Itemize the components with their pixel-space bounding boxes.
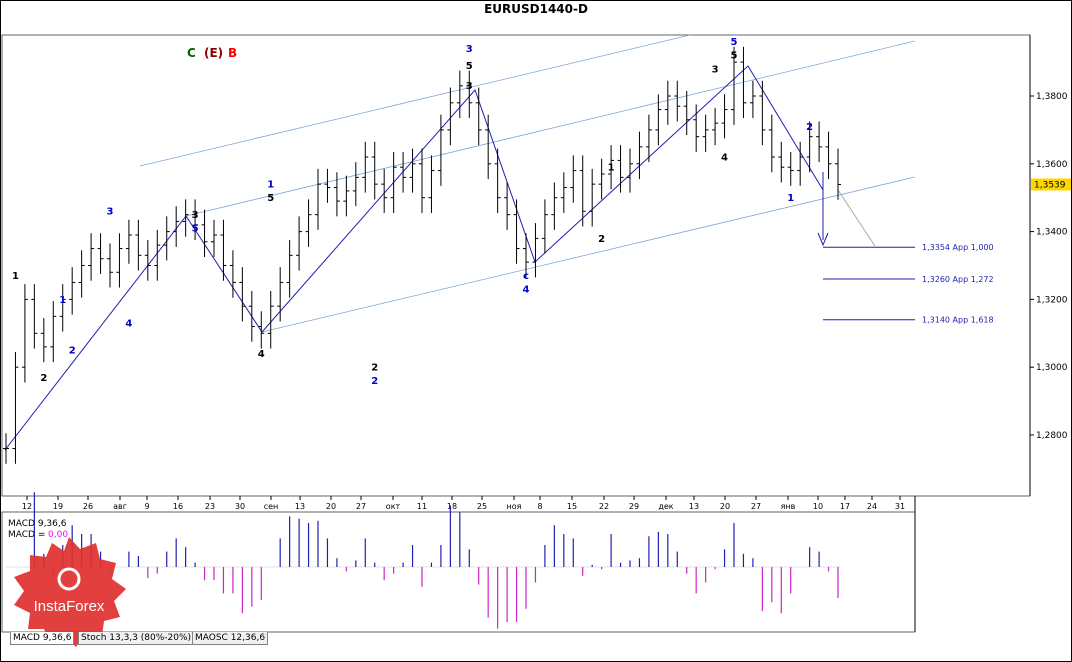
macd-value: 0,00	[48, 530, 68, 540]
price-tick-label: 1,3600	[1036, 160, 1068, 170]
date-tick-label: окт	[386, 502, 401, 511]
wave-label: 2	[69, 346, 76, 357]
wave-label: 4	[125, 319, 132, 330]
date-tick-label: 24	[867, 502, 877, 511]
tab-maosc[interactable]: MAOSC 12,36,6	[192, 632, 269, 645]
wave-label: 5	[267, 193, 274, 204]
wave-label: 1	[608, 163, 615, 174]
channel-upper	[139, 34, 691, 167]
wave-label: 3	[466, 81, 473, 92]
date-tick-label: 12	[22, 502, 32, 511]
date-tick-label: 29	[629, 502, 639, 511]
current-price-box	[1031, 178, 1071, 191]
date-tick-label: ноя	[507, 502, 522, 511]
price-tick-label: 1,3400	[1036, 228, 1068, 238]
date-tick-label: 18	[447, 502, 457, 511]
date-tick-label: 31	[895, 502, 905, 511]
wave-label: 2	[371, 376, 378, 387]
wave-label: 5	[731, 51, 738, 62]
date-tick-label: 30	[235, 502, 245, 511]
date-tick-label: 8	[537, 502, 542, 511]
wave-label: 2	[40, 373, 47, 384]
wave-label: 3	[466, 44, 473, 55]
channel-mid	[185, 40, 916, 217]
wave-label: 2	[806, 122, 813, 133]
wave-label: 5	[731, 37, 738, 48]
header-wave-label: B	[228, 46, 237, 60]
wave-label: 5	[466, 61, 473, 72]
date-tick-label: 13	[689, 502, 699, 511]
wave-label: 1	[787, 193, 794, 204]
date-tick-label: 20	[720, 502, 730, 511]
date-tick-label: дек	[658, 502, 673, 511]
wave-label: 2	[598, 234, 605, 245]
wave-label: 5	[192, 224, 199, 235]
wave-label: 3	[107, 207, 114, 218]
date-tick-label: 20	[326, 502, 336, 511]
macd-title: MACD 9,36,6	[8, 519, 67, 529]
header-wave-label: C	[187, 46, 196, 60]
header-wave-label: (E)	[204, 46, 223, 60]
watermark-text: InstaForex	[34, 598, 105, 615]
wave-label: 1	[267, 180, 274, 191]
projection-path	[837, 189, 876, 247]
macd-prefix: MACD =	[8, 530, 45, 540]
date-tick-label: 10	[813, 502, 823, 511]
date-tick-label: 25	[477, 502, 487, 511]
wave-label: 4	[523, 285, 530, 296]
wave-label: 2	[371, 363, 378, 374]
date-tick-label: 16	[173, 502, 183, 511]
wave-label: 3	[712, 64, 719, 75]
wave-label: 1	[12, 271, 19, 282]
price-tick-label: 1,2800	[1036, 431, 1068, 441]
price-tick-label: 1,3200	[1036, 295, 1068, 305]
date-tick-label: 19	[53, 502, 63, 511]
target-arrow-head	[817, 232, 829, 247]
wave-label: 4	[721, 152, 728, 163]
instaforex-logo: InstaForex	[8, 535, 130, 650]
wave-label: 1	[59, 295, 66, 306]
date-tick-label: 23	[205, 502, 215, 511]
tab-stoch[interactable]: Stoch 13,3,3 (80%-20%)	[78, 632, 195, 645]
wave-label: c	[523, 271, 529, 282]
date-tick-label: 9	[144, 502, 149, 511]
date-tick-label: 15	[567, 502, 577, 511]
date-tick-label: сен	[264, 502, 279, 511]
chart-title: EURUSD1440-D	[484, 2, 588, 16]
date-tick-label: янв	[781, 502, 796, 511]
date-tick-label: 26	[83, 502, 93, 511]
price-bars	[3, 46, 841, 464]
date-tick-label: авг	[113, 502, 127, 511]
wave-label: 3	[192, 210, 199, 221]
macd-panel	[1, 511, 916, 633]
date-tick-label: 11	[417, 502, 427, 511]
date-tick-label: 22	[599, 502, 609, 511]
target-label: 1,3354 App 1,000	[922, 243, 994, 252]
tab-macd[interactable]: MACD 9,36,6	[10, 632, 75, 645]
target-label: 1,3140 App 1,618	[922, 316, 994, 325]
channel-lower	[261, 176, 916, 333]
date-tick-label: 13	[295, 502, 305, 511]
date-tick-label: 27	[751, 502, 761, 511]
wave-path	[4, 65, 824, 451]
target-label: 1,3260 App 1,272	[922, 275, 994, 284]
current-price-label: 1,3539	[1034, 180, 1066, 190]
price-tick-label: 1,3800	[1036, 92, 1068, 102]
price-tick-label: 1,3000	[1036, 363, 1068, 373]
wave-label: 4	[258, 349, 265, 360]
macd-histogram	[33, 492, 839, 629]
date-tick-label: 17	[840, 502, 850, 511]
date-tick-label: 27	[356, 502, 366, 511]
